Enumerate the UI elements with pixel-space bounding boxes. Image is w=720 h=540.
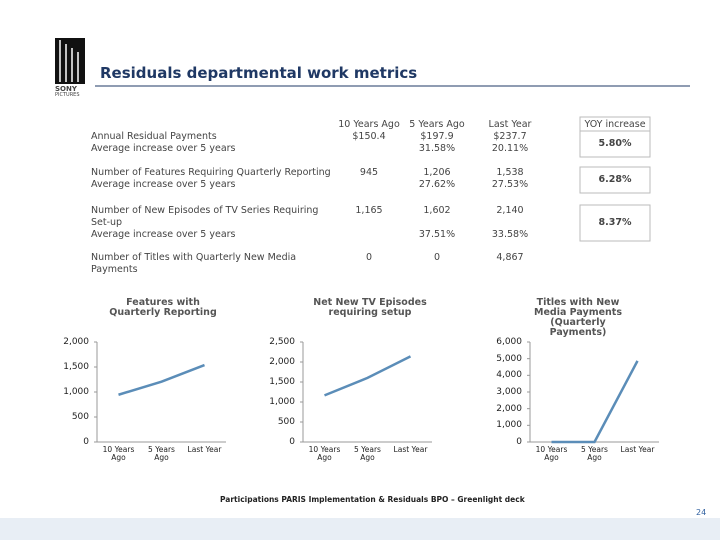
cell-value: 1,602 bbox=[423, 205, 451, 216]
row-label: Number of New Episodes of TV Series Requ… bbox=[91, 205, 319, 228]
row-note: Average increase over 5 years bbox=[91, 229, 236, 240]
column-header: 5 Years Ago bbox=[409, 119, 465, 130]
y-tick-label: 500 bbox=[71, 412, 89, 422]
cell-value: $237.7 bbox=[493, 131, 527, 142]
row-label: Annual Residual Payments bbox=[91, 131, 217, 142]
y-tick-label: 5,000 bbox=[496, 353, 522, 364]
chart-title: Titles with New Media Payments (Quarterl… bbox=[534, 297, 622, 338]
x-tick-label: 10 Years Ago bbox=[535, 445, 568, 462]
x-tick-label: Last Year bbox=[620, 445, 655, 454]
cell-value: 945 bbox=[359, 167, 379, 178]
y-tick-label: 3,000 bbox=[496, 387, 522, 397]
x-tick-label: 10 Years Ago bbox=[102, 445, 135, 462]
row-label: Number of Features Requiring Quarterly R… bbox=[91, 167, 331, 178]
column-header: 10 Years Ago bbox=[338, 119, 400, 130]
y-tick-label: 2,000 bbox=[63, 337, 89, 347]
cell-increase: 27.62% bbox=[418, 179, 456, 190]
yoy-value: 8.37% bbox=[598, 217, 632, 228]
cell-increase: 37.51% bbox=[418, 229, 456, 240]
cell-value: 0 bbox=[365, 252, 373, 263]
slide-title: Residuals departmental work metrics bbox=[100, 64, 418, 82]
yoy-box bbox=[579, 130, 651, 158]
logo-sub: PICTURES bbox=[55, 92, 80, 98]
data-line bbox=[551, 360, 639, 444]
y-tick-label: 1,000 bbox=[496, 420, 522, 431]
y-tick-label: 500 bbox=[277, 417, 295, 427]
y-tick-label: 1,000 bbox=[269, 397, 295, 407]
cell-increase: 33.58% bbox=[491, 229, 529, 240]
y-tick-label: 0 bbox=[516, 437, 522, 447]
cell-value: 1,206 bbox=[423, 167, 451, 178]
y-tick-label: 2,000 bbox=[496, 403, 522, 414]
y-tick-label: 2,000 bbox=[269, 357, 295, 367]
data-line bbox=[118, 363, 205, 396]
y-tick-label: 1,500 bbox=[269, 377, 295, 387]
cell-increase: 27.53% bbox=[491, 179, 529, 190]
cell-value: $197.9 bbox=[420, 131, 454, 142]
row-note: Average increase over 5 years bbox=[91, 143, 236, 154]
y-tick-label: 6,000 bbox=[496, 337, 522, 347]
x-tick-label: 5 Years Ago bbox=[354, 445, 381, 462]
column-header: YOY increase bbox=[584, 119, 646, 130]
y-tick-label: 0 bbox=[83, 437, 89, 447]
bottom-band bbox=[0, 518, 720, 540]
footer-text: Participations PARIS Implementation & Re… bbox=[220, 495, 525, 504]
cell-value: $150.4 bbox=[352, 131, 386, 142]
yoy-value: 5.80% bbox=[598, 138, 632, 149]
cell-value: 1,165 bbox=[355, 205, 383, 216]
logo-brand: SONY bbox=[55, 85, 77, 93]
x-tick-label: Last Year bbox=[187, 445, 222, 454]
data-line bbox=[324, 355, 412, 397]
row-note: Average increase over 5 years bbox=[91, 179, 236, 190]
yoy-box bbox=[579, 204, 651, 242]
x-tick-label: 10 Years Ago bbox=[308, 445, 341, 462]
column-header: Last Year bbox=[488, 119, 532, 130]
cell-value: 0 bbox=[433, 252, 441, 263]
yoy-box bbox=[579, 166, 651, 194]
yoy-value: 6.28% bbox=[598, 174, 632, 185]
chart-title: Features with Quarterly Reporting bbox=[109, 297, 217, 318]
cell-increase: 31.58% bbox=[418, 143, 456, 154]
cell-value: 1,538 bbox=[496, 167, 524, 178]
cell-increase: 20.11% bbox=[491, 143, 529, 154]
y-tick-label: 1,500 bbox=[63, 362, 89, 372]
y-tick-label: 1,000 bbox=[63, 387, 89, 397]
cell-value: 2,140 bbox=[496, 205, 524, 216]
x-tick-label: 5 Years Ago bbox=[581, 445, 608, 462]
row-label: Number of Titles with Quarterly New Medi… bbox=[91, 252, 297, 275]
y-tick-label: 0 bbox=[289, 437, 295, 447]
chart-title: Net New TV Episodes requiring setup bbox=[313, 297, 427, 318]
y-tick-label: 2,500 bbox=[269, 337, 295, 347]
logo-stripes bbox=[59, 40, 79, 82]
x-tick-label: Last Year bbox=[393, 445, 428, 454]
page-number: 24 bbox=[696, 508, 707, 517]
y-tick-label: 4,000 bbox=[496, 370, 522, 381]
cell-value: 4,867 bbox=[496, 252, 524, 263]
x-tick-label: 5 Years Ago bbox=[148, 445, 175, 462]
